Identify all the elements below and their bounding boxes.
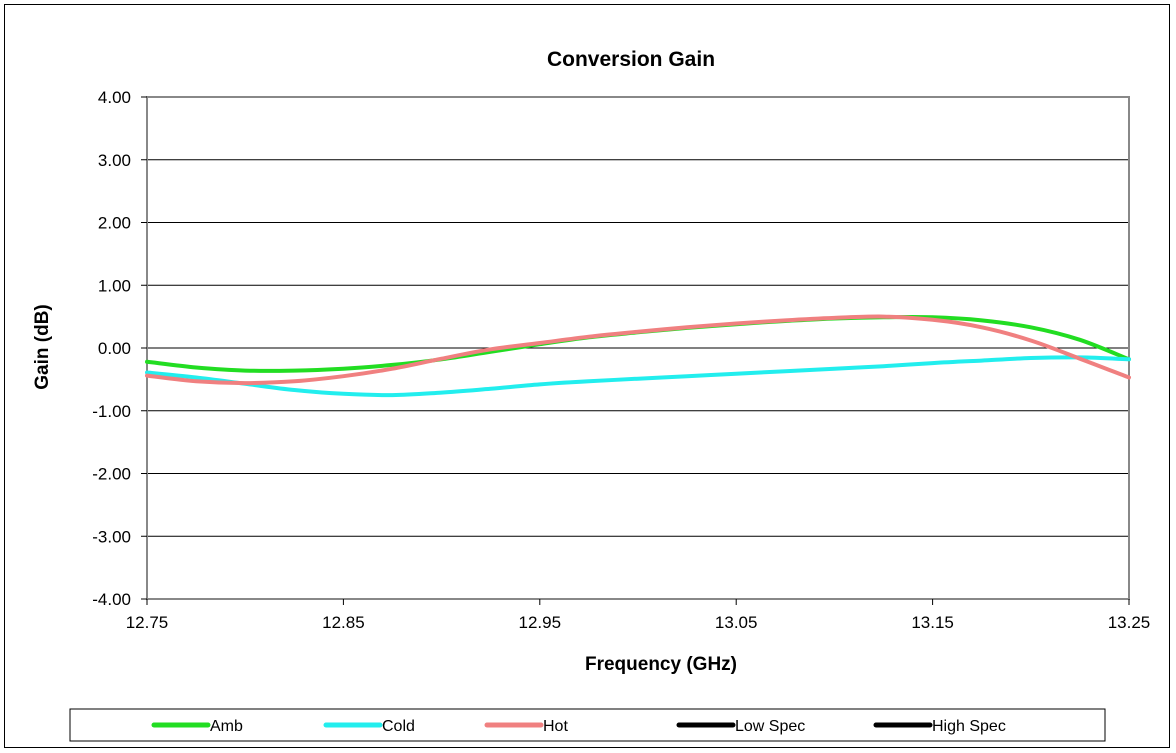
y-tick-label: -4.00 <box>92 590 131 609</box>
x-tick-label: 12.95 <box>519 613 562 632</box>
legend-label-amb: Amb <box>210 718 243 735</box>
x-tick-label: 13.15 <box>911 613 954 632</box>
gridlines <box>147 159 1129 537</box>
legend-label-high-spec: High Spec <box>932 718 1006 735</box>
x-axis-ticks: 12.75 12.85 12.95 13.05 13.15 13.25 <box>126 599 1151 632</box>
series-lines <box>145 314 1131 398</box>
x-tick-label: 13.25 <box>1108 613 1151 632</box>
y-tick-label: -2.00 <box>92 465 131 484</box>
x-tick-label: 12.75 <box>126 613 169 632</box>
y-tick-label: 0.00 <box>98 339 131 358</box>
y-tick-label: -3.00 <box>92 527 131 546</box>
y-axis-title: Gain (dB) <box>32 304 53 390</box>
y-axis-ticks: 4.00 3.00 2.00 1.00 0.00 -1.00 -2.00 -3.00 -4.00 <box>92 88 147 609</box>
x-tick-label: 12.85 <box>322 613 365 632</box>
y-tick-label: -1.00 <box>92 402 131 421</box>
legend-label-cold: Cold <box>382 718 415 735</box>
legend-entries: Amb Cold Hot Low Spec High Spec <box>151 718 1006 735</box>
chart-title: Conversion Gain <box>547 48 715 71</box>
x-tick-label: 13.05 <box>715 613 758 632</box>
legend-label-hot: Hot <box>543 718 568 735</box>
series-line-amb <box>145 314 1131 373</box>
y-tick-label: 2.00 <box>98 214 131 233</box>
series-line-cold <box>145 355 1131 398</box>
y-tick-label: 1.00 <box>98 276 131 295</box>
series-line-hot <box>145 314 1131 386</box>
y-tick-label: 4.00 <box>98 88 131 107</box>
legend-label-low-spec: Low Spec <box>735 718 805 735</box>
x-axis-title: Frequency (GHz) <box>585 654 737 675</box>
y-tick-label: 3.00 <box>98 151 131 170</box>
